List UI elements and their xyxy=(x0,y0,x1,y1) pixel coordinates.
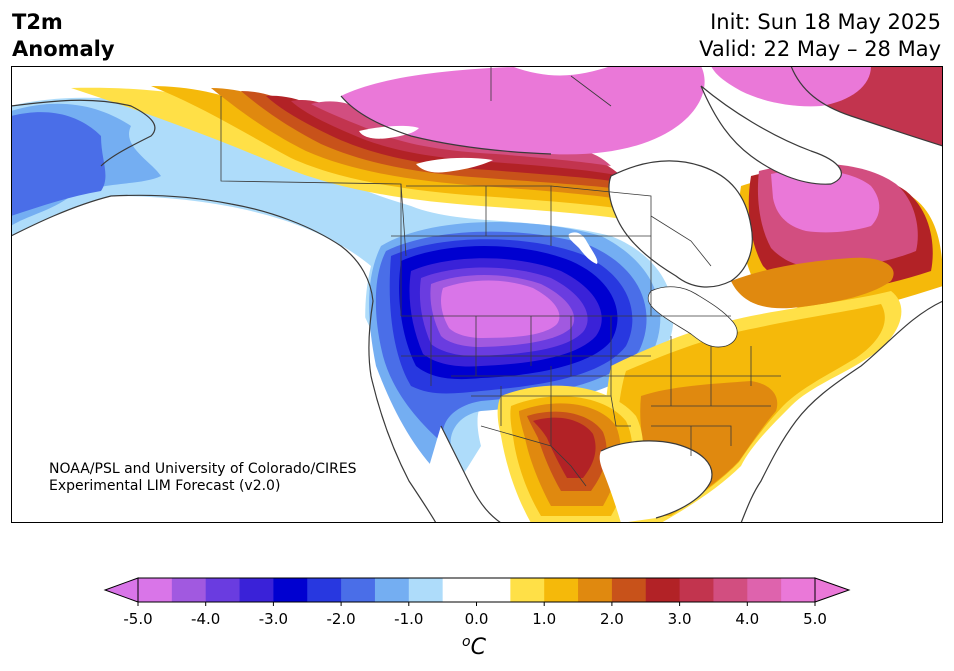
colorbar-cell xyxy=(171,578,207,602)
colorbar-tick-label: -3.0 xyxy=(259,610,288,628)
baffin-water xyxy=(701,86,842,185)
anomaly-map xyxy=(11,66,943,523)
lake-3 xyxy=(568,232,598,264)
title-line-1: T2m xyxy=(12,10,63,34)
colorbar-cell xyxy=(679,578,714,602)
colorbar-tick-label: 2.0 xyxy=(600,610,624,628)
title-line-2: Anomaly xyxy=(12,37,115,61)
colorbar-cell xyxy=(645,578,681,602)
colorbar-cell xyxy=(781,578,816,602)
band-darkorange-ne-coast xyxy=(731,257,894,309)
colorbar-tick-label: -1.0 xyxy=(394,610,423,628)
colorbar-under-arrow xyxy=(103,577,139,603)
colorbar-canvas: -5.0 -4.0 -3.0 -2.0 -1.0 0.0 1.0 2.0 3.0 4.0 5.0 o… xyxy=(103,577,851,660)
colorbar-tick-label: 0.0 xyxy=(465,610,489,628)
lake-2 xyxy=(416,157,493,173)
map-title: T2m Anomaly xyxy=(12,9,115,63)
unit-main: C xyxy=(471,635,487,660)
gulf-of-mexico xyxy=(599,440,712,523)
colorbar-cell xyxy=(138,578,173,602)
colorbar-tick-label: -5.0 xyxy=(123,610,152,628)
colorbar-ticks: -5.0 -4.0 -3.0 -2.0 -1.0 0.0 1.0 2.0 3.0 4.0 5.0 xyxy=(123,602,827,628)
colorbar-tick-label: 4.0 xyxy=(735,610,759,628)
colorbar-over-arrow xyxy=(814,577,851,603)
colorbar-cell xyxy=(205,578,241,602)
colorbar-cell xyxy=(611,578,647,602)
colorbar-cell xyxy=(408,578,444,602)
forecast-dates: Init: Sun 18 May 2025 Valid: 22 May – 28… xyxy=(699,9,941,63)
colorbar-cell xyxy=(747,578,782,602)
colorbar-unit: oC xyxy=(462,634,487,660)
band-lightblue-west xyxy=(11,97,674,486)
band-blue-8 xyxy=(441,280,560,338)
map-canvas xyxy=(11,66,943,523)
map-frame xyxy=(11,66,943,523)
colorbar-cell xyxy=(374,578,410,602)
band-midblue-west xyxy=(11,112,106,216)
colorbar-cell xyxy=(442,578,511,602)
init-date: Init: Sun 18 May 2025 xyxy=(710,10,941,34)
valid-range: Valid: 22 May – 28 May xyxy=(699,37,941,61)
colorbar-cell xyxy=(510,578,545,602)
credit-line-2: Experimental LIM Forecast (v2.0) xyxy=(49,478,281,494)
coastlines xyxy=(11,66,943,523)
colorbar-cell xyxy=(307,578,342,602)
band-lightpink-ne2 xyxy=(711,66,871,107)
great-lakes xyxy=(647,286,738,348)
ocean-pacific xyxy=(11,196,431,523)
colorbar-tick-label: 3.0 xyxy=(668,610,692,628)
band-red-south xyxy=(533,417,596,478)
hudson-bay xyxy=(608,160,753,288)
arctic-water xyxy=(511,66,611,76)
colorbar-cell xyxy=(341,578,376,602)
colorbar-tick-label: 1.0 xyxy=(532,610,556,628)
colorbar-tick-label: 5.0 xyxy=(803,610,827,628)
political-borders xyxy=(220,66,781,487)
colorbar-cell xyxy=(713,578,748,602)
credit-text: NOAA/PSL and University of Colorado/CIRE… xyxy=(49,461,357,495)
colorbar-cells xyxy=(138,578,816,602)
colorbar-tick-label: -4.0 xyxy=(191,610,220,628)
colorbar-cell xyxy=(273,578,308,602)
unit-superscript: o xyxy=(462,634,471,650)
credit-line-1: NOAA/PSL and University of Colorado/CIRE… xyxy=(49,461,357,477)
lake-1 xyxy=(359,125,419,139)
band-lightpink-ne xyxy=(771,170,880,233)
pacific-south xyxy=(411,426,501,523)
colorbar-cell xyxy=(578,578,613,602)
band-lightpink-north xyxy=(341,66,705,155)
ocean-atlantic xyxy=(741,301,943,523)
colorbar-cell xyxy=(239,578,274,602)
colorbar-cell xyxy=(544,578,579,602)
colorbar-tick-label: -2.0 xyxy=(326,610,355,628)
colorbar: -5.0 -4.0 -3.0 -2.0 -1.0 0.0 1.0 2.0 3.0 4.0 5.0 o… xyxy=(0,570,954,671)
